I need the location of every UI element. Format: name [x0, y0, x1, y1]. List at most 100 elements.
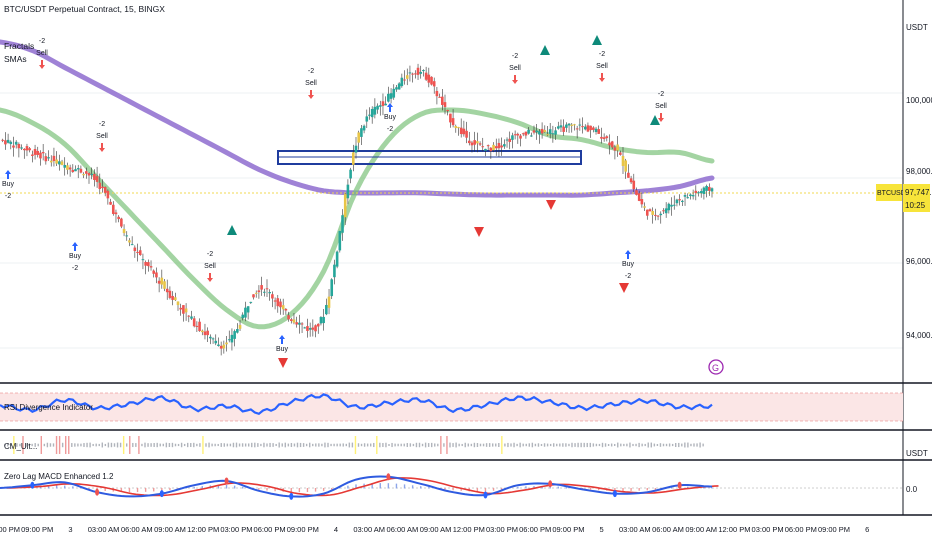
candle-body [52, 155, 56, 162]
time-label: 06:00 PM [254, 525, 286, 534]
candle-body [503, 144, 506, 147]
candle-body [392, 88, 396, 98]
candle-body [85, 171, 88, 174]
candle-body [28, 148, 31, 151]
candle-body [672, 204, 676, 206]
candle-body [538, 131, 541, 135]
fractal-up-triangle [650, 115, 660, 125]
candle-body [276, 298, 280, 307]
cm-bar [528, 443, 530, 447]
cm-bar [549, 443, 552, 447]
countdown-value: 10:25 [905, 201, 926, 210]
cm-bar [208, 442, 210, 448]
candle-body [20, 147, 23, 149]
candle-body [254, 292, 258, 294]
candle-body [376, 105, 379, 110]
candle-body [25, 146, 29, 151]
cm-bar [507, 442, 509, 448]
cm-bar [55, 436, 58, 454]
cm-bar [10, 443, 12, 447]
candle-body [47, 157, 50, 159]
macd-hist-bar [403, 484, 406, 489]
legend-fractals[interactable]: Fractals [4, 41, 34, 51]
candle-body [292, 319, 296, 323]
macd-hist-bar [128, 488, 131, 493]
cm-bar [257, 443, 259, 447]
macd-signal-line [6, 477, 719, 497]
cm-bar [485, 443, 488, 447]
cm-bar [77, 443, 79, 447]
candle-body [586, 125, 590, 132]
rsi-title[interactable]: RSI Divergence Indicator [4, 403, 93, 412]
fractal-label: -2 [658, 91, 664, 98]
macd-hist-bar [444, 488, 446, 490]
candle-body [664, 208, 668, 214]
cm-bar [373, 442, 375, 448]
cm-bar [534, 443, 537, 447]
candle-body [694, 190, 698, 194]
price-axis-currency: USDT [906, 23, 928, 32]
cm-bar [434, 443, 436, 447]
candle-body [308, 328, 312, 330]
candle-body [198, 321, 201, 332]
candle-body [416, 67, 420, 75]
cm-bar [336, 443, 338, 447]
cm-bar [153, 443, 155, 447]
fractal-up-triangle [540, 45, 550, 55]
macd-hist-bar [161, 488, 163, 491]
cm-title[interactable]: CM_Ult... [4, 442, 37, 451]
macd-hist-bar [687, 486, 689, 489]
time-label: 12:00 PM [453, 525, 485, 534]
candle-body [467, 140, 471, 144]
time-label: 09:00 PM [818, 525, 850, 534]
cm-bar [376, 436, 378, 454]
cm-bar [241, 443, 244, 447]
candle-body [397, 83, 401, 90]
candle-body [513, 134, 517, 136]
candle-body [271, 294, 274, 299]
candle-body [546, 134, 549, 136]
cm-bar [238, 443, 241, 447]
macd-hist-bar [411, 485, 414, 489]
candle-body [494, 146, 498, 149]
macd-hist-bar [217, 484, 220, 489]
cm-bar [180, 442, 183, 448]
candle-body [238, 324, 242, 329]
legend-smas[interactable]: SMAs [4, 54, 27, 64]
candle-body [95, 176, 99, 182]
cm-bar [610, 443, 613, 447]
fractal-down-triangle [619, 283, 629, 293]
candle-body [497, 142, 501, 149]
fractal-down-triangle [278, 358, 288, 368]
macd-hist-bar [225, 485, 228, 489]
candle-body [659, 213, 663, 216]
fractal-up-triangle [592, 35, 602, 45]
cm-bar [519, 442, 521, 448]
candle-body [414, 73, 417, 75]
cm-bar [665, 443, 668, 447]
candle-body [168, 290, 172, 298]
cm-bar [263, 442, 265, 448]
cm-bar [620, 443, 622, 447]
macd-title[interactable]: Zero Lag MACD Enhanced 1.2 [4, 472, 114, 481]
buy-label: Buy [69, 253, 82, 260]
cm-bar [226, 443, 229, 447]
candle-body [149, 266, 153, 268]
candle-body [227, 339, 231, 341]
candle-body [565, 124, 568, 128]
candle-body [608, 142, 611, 146]
cm-bar [601, 442, 604, 448]
candle-body [430, 76, 433, 85]
macd-cross-dot [224, 477, 229, 485]
price-label-98000: 98,000.0 [906, 167, 932, 176]
candle-body [613, 147, 617, 151]
macd-hist-bar [428, 487, 430, 489]
cm-bar [455, 442, 457, 448]
macd-hist-bar [452, 488, 454, 491]
candle-body [508, 138, 512, 142]
cm-bar [400, 443, 402, 447]
cm-bar [244, 443, 247, 447]
cm-bar [251, 442, 253, 448]
